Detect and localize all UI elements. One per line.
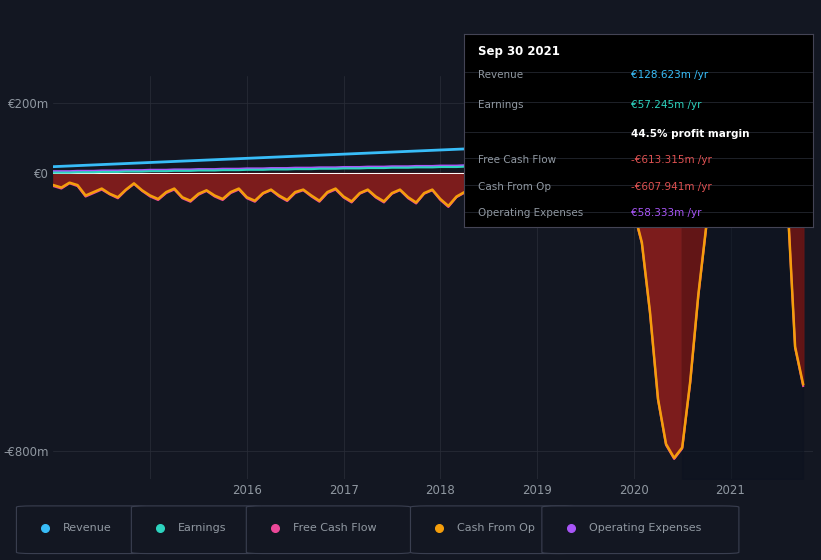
Text: Free Cash Flow: Free Cash Flow [293,523,377,533]
Text: -€613.315m /yr: -€613.315m /yr [631,155,713,165]
Text: 44.5% profit margin: 44.5% profit margin [631,129,750,139]
Text: -€607.941m /yr: -€607.941m /yr [631,182,712,192]
Text: €57.245m /yr: €57.245m /yr [631,100,702,110]
Text: €58.333m /yr: €58.333m /yr [631,208,702,218]
Text: Operating Expenses: Operating Expenses [478,208,583,218]
FancyBboxPatch shape [410,506,575,553]
FancyBboxPatch shape [16,506,148,553]
Text: Sep 30 2021: Sep 30 2021 [478,45,560,58]
FancyBboxPatch shape [131,506,263,553]
FancyBboxPatch shape [542,506,739,553]
Text: Cash From Op: Cash From Op [457,523,535,533]
Text: Earnings: Earnings [478,100,523,110]
Text: Free Cash Flow: Free Cash Flow [478,155,556,165]
Text: Revenue: Revenue [63,523,112,533]
Text: Revenue: Revenue [478,70,523,80]
Text: Operating Expenses: Operating Expenses [589,523,701,533]
Text: Cash From Op: Cash From Op [478,182,551,192]
Text: Earnings: Earnings [178,523,227,533]
Text: €128.623m /yr: €128.623m /yr [631,70,709,80]
FancyBboxPatch shape [246,506,410,553]
